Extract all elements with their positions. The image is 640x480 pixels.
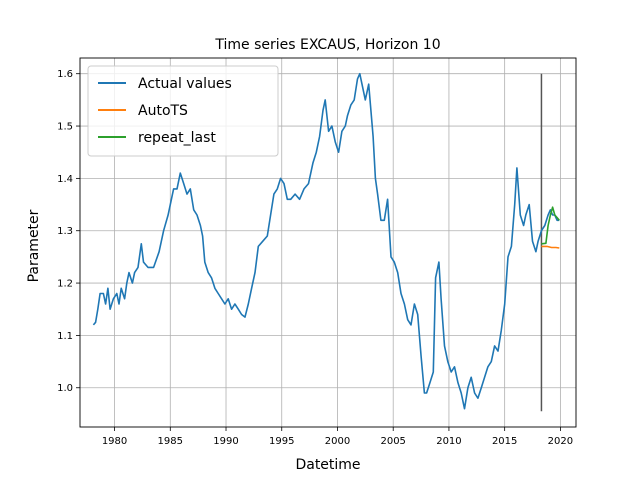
legend: Actual values AutoTS repeat_last <box>87 65 279 157</box>
series-line-autots <box>541 245 560 249</box>
y-tick-label: 1.2 <box>57 279 73 290</box>
x-tick-label: 1990 <box>213 436 238 447</box>
x-tick-label: 2020 <box>548 436 573 447</box>
x-tick-label: 1985 <box>158 436 183 447</box>
x-tick-label: 2005 <box>380 436 405 447</box>
y-tick-label: 1.1 <box>57 331 73 342</box>
y-axis-title: Parameter <box>26 209 42 282</box>
legend-box <box>87 65 279 157</box>
y-tick-label: 1.6 <box>57 69 73 80</box>
legend-label-actual-values: Actual values <box>138 76 232 92</box>
legend-label-repeat-last: repeat_last <box>138 130 216 146</box>
legend-label-autots: AutoTS <box>138 103 188 119</box>
series-line-repeat-last <box>541 206 560 245</box>
y-tick-label: 1.3 <box>57 226 73 237</box>
y-tick-label: 1.4 <box>57 174 73 185</box>
x-axis-title: Datetime <box>295 457 360 473</box>
series-line-actual-values <box>92 72 560 410</box>
axes: 1980 1985 1990 1995 2000 2005 2010 2015 2020 1.0 1… <box>57 57 577 447</box>
y-tick-label: 1.5 <box>57 122 73 133</box>
x-tick-label: 2010 <box>436 436 461 447</box>
series-layer <box>92 72 560 412</box>
chart-title: Time series EXCAUS, Horizon 10 <box>214 37 440 53</box>
x-tick-label: 1995 <box>269 436 294 447</box>
plot-frame <box>79 57 577 428</box>
y-tick-label: 1.0 <box>57 383 73 394</box>
x-tick-label: 1980 <box>102 436 127 447</box>
x-tick-label: 2015 <box>492 436 517 447</box>
x-tick-label: 2000 <box>325 436 350 447</box>
